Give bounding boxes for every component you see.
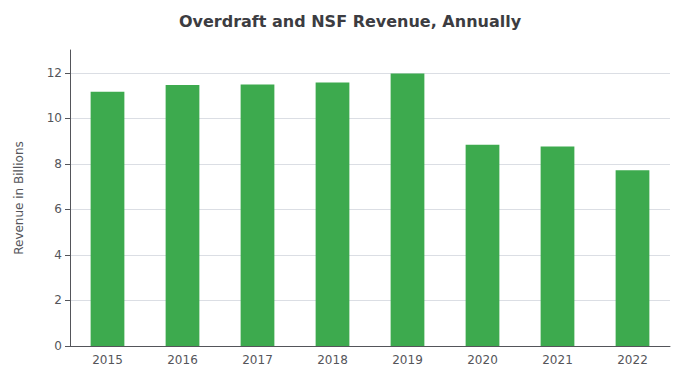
svg-text:12: 12 [47,66,62,80]
svg-text:2016: 2016 [167,353,198,367]
svg-text:2022: 2022 [617,353,648,367]
svg-text:Revenue in Billions: Revenue in Billions [12,141,26,255]
svg-text:6: 6 [54,202,62,216]
svg-text:0: 0 [54,339,62,353]
svg-text:Overdraft and NSF Revenue, Ann: Overdraft and NSF Revenue, Annually [179,12,522,31]
svg-text:2: 2 [54,293,62,307]
svg-text:2020: 2020 [467,353,498,367]
svg-text:2021: 2021 [542,353,573,367]
svg-text:8: 8 [54,157,62,171]
svg-text:10: 10 [47,111,62,125]
svg-text:2017: 2017 [242,353,273,367]
svg-text:2018: 2018 [317,353,348,367]
svg-text:4: 4 [54,248,62,262]
svg-text:2019: 2019 [392,353,423,367]
svg-text:2015: 2015 [92,353,123,367]
